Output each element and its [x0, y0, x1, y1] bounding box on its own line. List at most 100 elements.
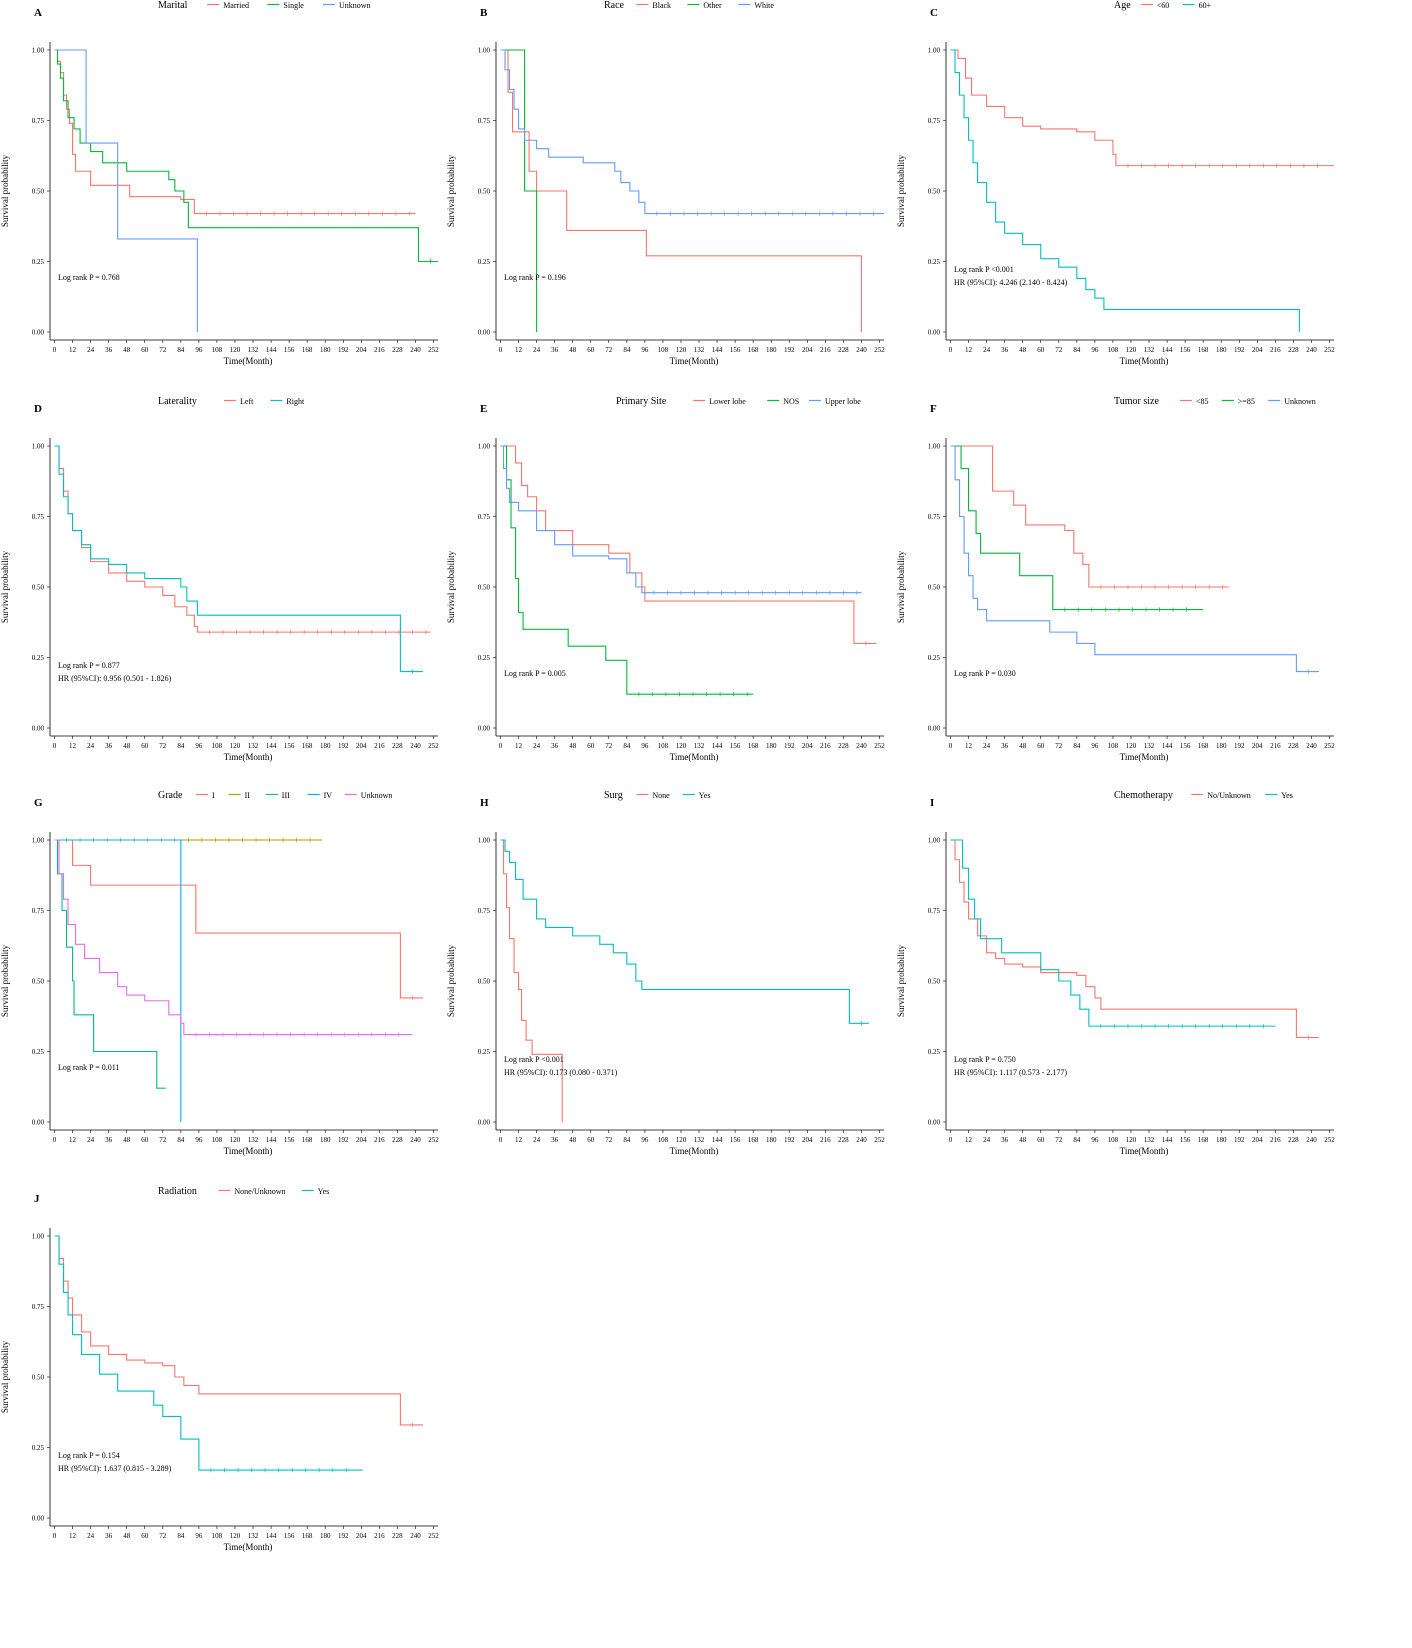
- x-tick-label: 24: [87, 1136, 95, 1144]
- x-tick-label: 156: [284, 742, 295, 750]
- x-tick-label: 240: [410, 1136, 421, 1144]
- x-tick-label: 132: [248, 1136, 259, 1144]
- x-tick-label: 72: [605, 742, 613, 750]
- legend-label: White: [754, 1, 774, 10]
- y-tick-label: 0.50: [928, 584, 941, 592]
- x-tick-label: 252: [1324, 346, 1335, 354]
- x-tick-label: 108: [212, 1136, 223, 1144]
- x-tick-label: 204: [1252, 742, 1263, 750]
- y-tick-label: 0.00: [32, 1119, 45, 1127]
- x-axis-label: Time(Month): [1120, 752, 1169, 762]
- y-tick-label: 0.75: [478, 907, 491, 915]
- x-tick-label: 180: [320, 1136, 331, 1144]
- y-tick-label: 0.00: [32, 1515, 45, 1523]
- x-tick-label: 204: [802, 1136, 813, 1144]
- x-tick-label: 252: [1324, 742, 1335, 750]
- y-tick-label: 0.00: [928, 329, 941, 337]
- panel-a: A Marital Married Single Unknown Survival pro…: [0, 0, 439, 366]
- x-axis-label: Time(Month): [670, 752, 719, 762]
- x-tick-label: 84: [1073, 742, 1081, 750]
- x-tick-label: 228: [1288, 346, 1299, 354]
- y-tick-label: 1.00: [32, 837, 45, 845]
- x-tick-label: 228: [392, 1532, 403, 1540]
- legend-label: NOS: [783, 397, 799, 406]
- legend-title: Surg: [604, 790, 623, 801]
- y-tick-label: 0.50: [32, 188, 45, 196]
- x-tick-label: 24: [983, 742, 991, 750]
- legend-title: Laterality: [158, 396, 197, 407]
- x-tick-label: 132: [1144, 742, 1155, 750]
- curve-iv: [54, 839, 182, 1122]
- curve-white: [500, 49, 884, 215]
- x-tick-label: 180: [1216, 1136, 1227, 1144]
- x-tick-label: 84: [1073, 346, 1081, 354]
- x-tick-label: 120: [230, 1532, 241, 1540]
- x-tick-label: 48: [569, 1136, 577, 1144]
- curve-nos: [500, 445, 754, 695]
- y-tick-label: 0.75: [478, 513, 491, 521]
- curve-60-: [950, 49, 1300, 332]
- curve-single: [54, 49, 438, 263]
- x-tick-label: 132: [694, 346, 705, 354]
- x-tick-label: 168: [748, 742, 759, 750]
- x-tick-label: 180: [320, 1532, 331, 1540]
- x-tick-label: 156: [1180, 742, 1191, 750]
- curve-yes: [54, 1235, 363, 1471]
- x-tick-label: 228: [1288, 1136, 1299, 1144]
- x-tick-label: 48: [123, 1532, 131, 1540]
- x-tick-label: 96: [195, 346, 203, 354]
- legend-label: Married: [223, 1, 249, 10]
- x-tick-label: 12: [69, 346, 77, 354]
- x-tick-label: 0: [53, 346, 57, 354]
- curve-unknown: [54, 839, 413, 1036]
- x-tick-label: 192: [338, 742, 349, 750]
- y-tick-label: 1.00: [478, 443, 491, 451]
- curve-yes: [950, 839, 1276, 1027]
- annotation: Log rank P = 0.030: [954, 669, 1016, 678]
- x-tick-label: 24: [983, 346, 991, 354]
- legend-label: Yes: [318, 1187, 330, 1196]
- x-tick-label: 24: [983, 1136, 991, 1144]
- y-tick-label: 0.75: [32, 907, 45, 915]
- x-tick-label: 48: [569, 742, 577, 750]
- y-axis-label: Survival probability: [896, 944, 906, 1017]
- x-tick-label: 216: [820, 346, 831, 354]
- y-tick-label: 0.00: [32, 329, 45, 337]
- x-tick-label: 180: [766, 346, 777, 354]
- x-tick-label: 168: [302, 1532, 313, 1540]
- x-tick-label: 168: [302, 346, 313, 354]
- y-tick-label: 0.00: [32, 725, 45, 733]
- x-tick-label: 12: [515, 742, 523, 750]
- x-tick-label: 108: [1108, 1136, 1119, 1144]
- x-tick-label: 120: [230, 742, 241, 750]
- x-tick-label: 96: [641, 346, 649, 354]
- x-tick-label: 168: [302, 742, 313, 750]
- y-axis-label: Survival probability: [896, 550, 906, 623]
- x-tick-label: 120: [1126, 1136, 1137, 1144]
- y-tick-label: 0.25: [478, 1048, 491, 1056]
- legend-label: Upper lobe: [825, 397, 861, 406]
- legend-label: II: [245, 791, 251, 800]
- x-tick-label: 192: [1234, 1136, 1245, 1144]
- x-tick-label: 108: [212, 1532, 223, 1540]
- x-tick-label: 120: [1126, 346, 1137, 354]
- x-tick-label: 96: [1091, 742, 1099, 750]
- y-axis-label: Survival probability: [446, 154, 456, 227]
- x-tick-label: 156: [730, 1136, 741, 1144]
- y-tick-label: 0.75: [32, 117, 45, 125]
- legend-label: Black: [652, 1, 671, 10]
- x-tick-label: 84: [177, 742, 185, 750]
- x-tick-label: 12: [69, 1136, 77, 1144]
- x-tick-label: 228: [392, 346, 403, 354]
- x-tick-label: 180: [1216, 346, 1227, 354]
- y-tick-label: 0.50: [478, 978, 491, 986]
- x-tick-label: 144: [712, 742, 723, 750]
- panel-h: H Surg None Yes Survival probability 0.00 0.25…: [446, 790, 885, 1156]
- legend-label: Other: [703, 1, 722, 10]
- curve-unknown: [950, 445, 1319, 673]
- x-tick-label: 108: [1108, 346, 1119, 354]
- x-axis-label: Time(Month): [1120, 1146, 1169, 1156]
- x-tick-label: 216: [820, 742, 831, 750]
- legend-title: Age: [1114, 0, 1131, 11]
- x-tick-label: 144: [1162, 742, 1173, 750]
